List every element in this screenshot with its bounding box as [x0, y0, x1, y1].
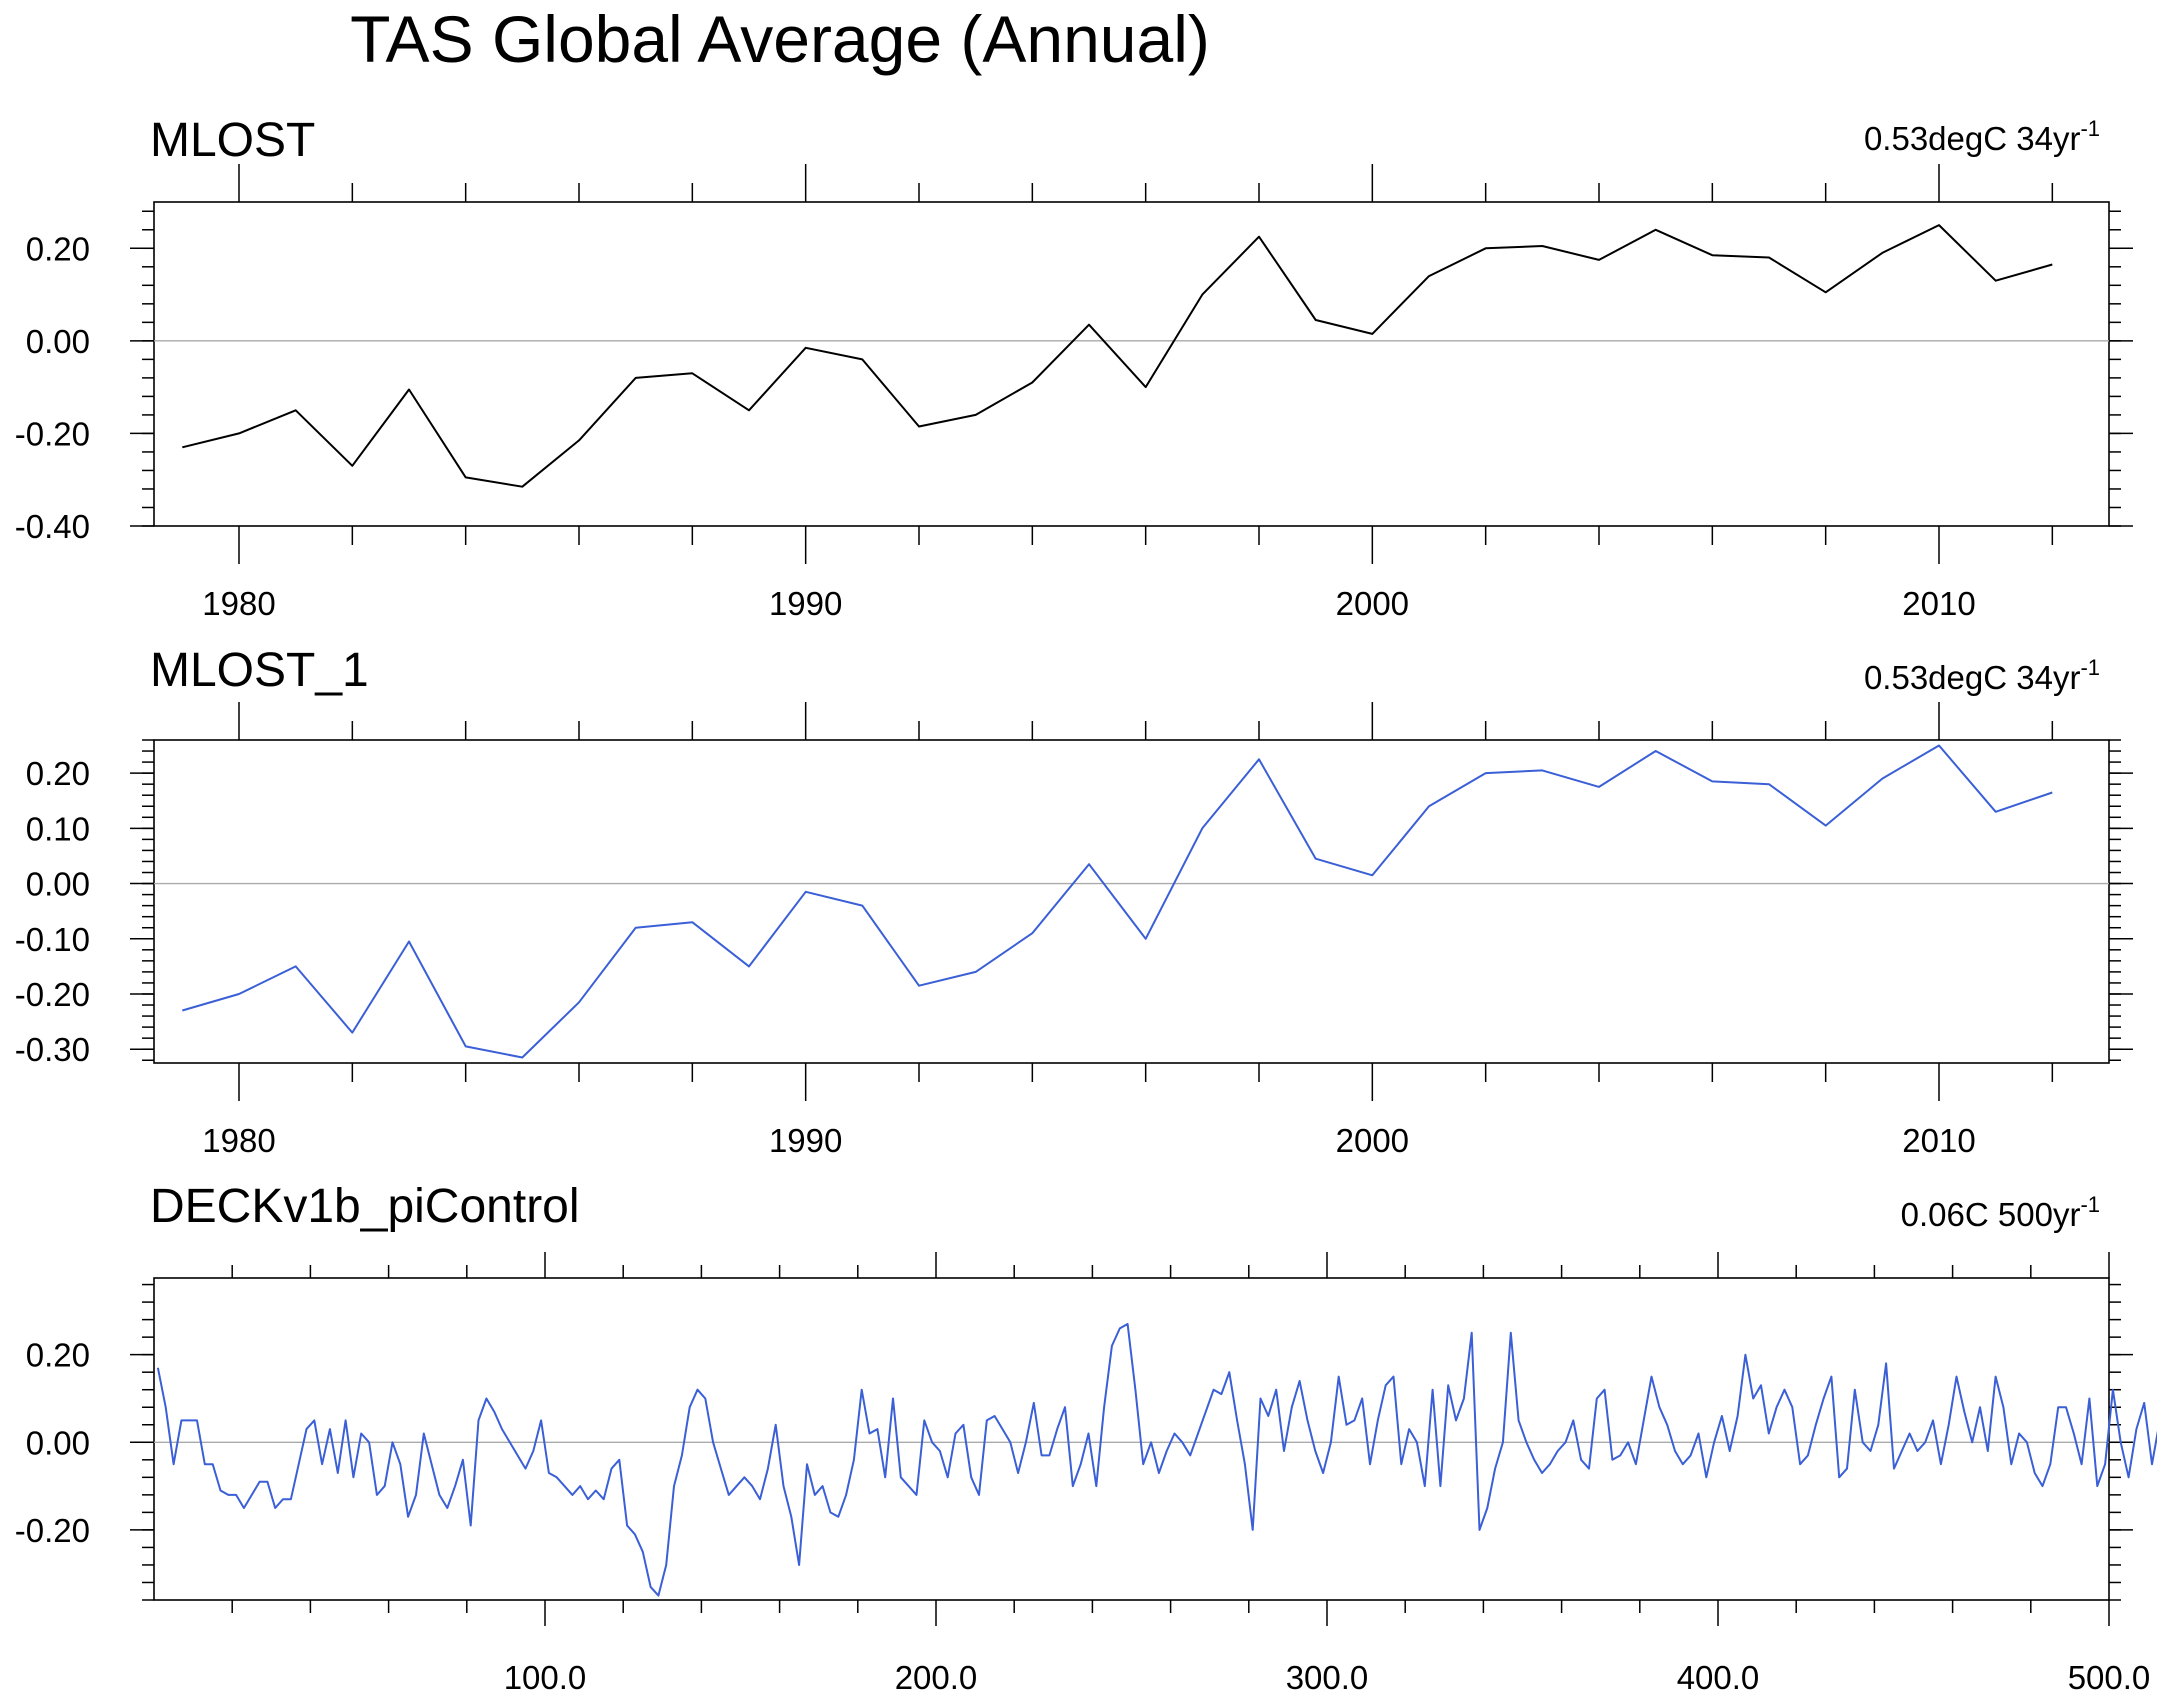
trend-superscript: -1 [2080, 1192, 2100, 1217]
panel-mlost-1: MLOST_1 0.53degC 34yr-1 0.20 0.10 0.00 -0.1… [15, 644, 2133, 1159]
x-tick-label: 100.0 [504, 1659, 587, 1696]
plot-frame [153, 201, 2110, 527]
y-tick-label: 0.20 [26, 230, 90, 267]
series-line [182, 744, 2053, 1059]
panel-title: MLOST_1 [150, 644, 369, 697]
y-tick-label: -0.20 [15, 415, 90, 452]
y-tick-label: -0.30 [15, 1031, 90, 1068]
ticks-layer: 0.20 0.00 -0.20 100.0 200.0 300.0 400.0 500.0 [15, 1252, 2151, 1696]
y-tick-label: 0.00 [26, 866, 90, 903]
trend-superscript: -1 [2080, 655, 2100, 680]
ticks-layer: 0.20 0.00 -0.20 -0.40 1980 1990 2000 2010 [15, 164, 2133, 622]
ticks-layer: 0.20 0.10 0.00 -0.10 -0.20 -0.30 1980 1990 2000 2… [15, 702, 2133, 1159]
x-tick-label: 2010 [1902, 1122, 1975, 1159]
x-tick-label: 1980 [202, 585, 275, 622]
y-tick-label: 0.10 [26, 810, 90, 847]
trend-label: 0.53degC 34yr-1 [1864, 655, 2100, 696]
y-tick-label: 0.20 [26, 755, 90, 792]
y-tick-label: 0.00 [26, 323, 90, 360]
figure-title: TAS Global Average (Annual) [350, 2, 1210, 76]
y-tick-label: -0.10 [15, 921, 90, 958]
panel-control: DECKv1b_piControl 0.06C 500yr-1 0.20 0.00… [15, 1180, 2157, 1696]
trend-label: 0.06C 500yr-1 [1901, 1192, 2100, 1233]
trend-text: 0.53degC 34yr [1864, 659, 2080, 696]
x-tick-label: 300.0 [1286, 1659, 1369, 1696]
plot-frame [153, 1277, 2110, 1601]
x-tick-label: 1980 [202, 1122, 275, 1159]
x-tick-label: 200.0 [895, 1659, 978, 1696]
trend-label: 0.53degC 34yr-1 [1864, 116, 2100, 157]
x-tick-label: 500.0 [2068, 1659, 2151, 1696]
panel-title: MLOST [150, 114, 315, 167]
series-line [156, 1323, 2157, 1597]
x-tick-label: 400.0 [1677, 1659, 1760, 1696]
panel-mlost: MLOST 0.53degC 34yr-1 0.20 0.00 -0.20 -0.40… [15, 114, 2133, 622]
trend-superscript: -1 [2080, 116, 2100, 141]
x-tick-label: 2000 [1336, 585, 1409, 622]
x-tick-label: 2010 [1902, 585, 1975, 622]
plot-frame [153, 739, 2110, 1064]
y-tick-label: -0.20 [15, 1512, 90, 1549]
y-tick-label: 0.00 [26, 1424, 90, 1461]
series-line [182, 224, 2053, 488]
y-tick-label: -0.20 [15, 976, 90, 1013]
y-tick-label: 0.20 [26, 1337, 90, 1374]
trend-text: 0.06C 500yr [1901, 1196, 2081, 1233]
x-tick-label: 1990 [769, 585, 842, 622]
y-tick-label: -0.40 [15, 508, 90, 545]
x-tick-label: 2000 [1336, 1122, 1409, 1159]
x-tick-label: 1990 [769, 1122, 842, 1159]
panel-title: DECKv1b_piControl [150, 1180, 580, 1233]
trend-text: 0.53degC 34yr [1864, 120, 2080, 157]
